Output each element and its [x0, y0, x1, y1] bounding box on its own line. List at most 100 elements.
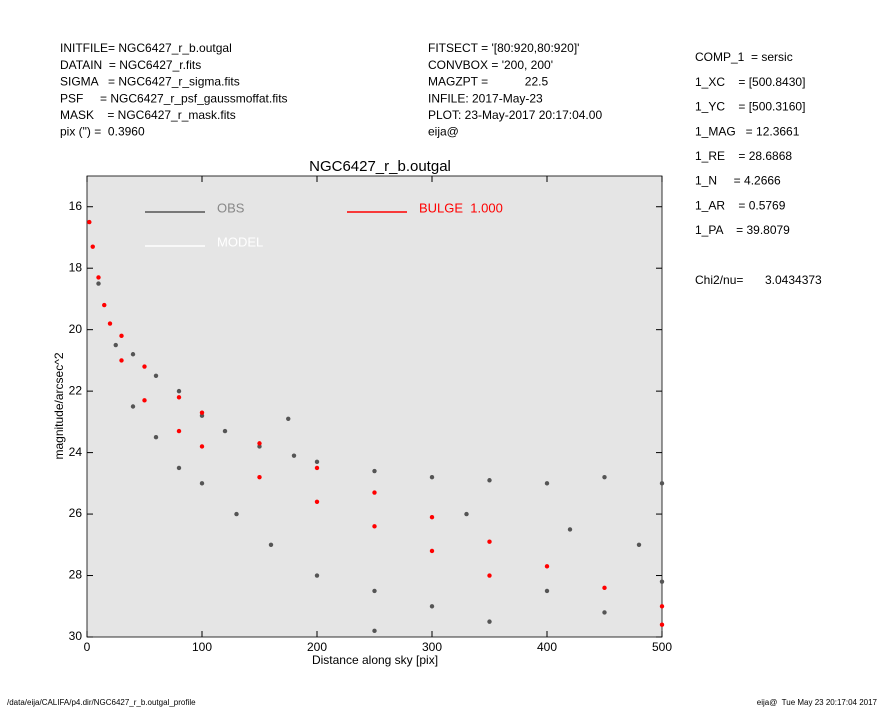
data-point [87, 219, 92, 225]
data-point [659, 579, 665, 584]
header-left-line: DATAIN = NGC6427_r.fits [60, 58, 201, 72]
data-point [372, 628, 377, 634]
data-point [113, 342, 118, 348]
data-point [544, 564, 550, 569]
data-point [107, 321, 113, 326]
data-point [268, 542, 274, 547]
data-point [199, 481, 205, 486]
data-point [199, 413, 205, 418]
data-point [119, 358, 124, 363]
header-middle-line: FITSECT = '[80:920,80:920]' [428, 41, 579, 55]
legend-label: MODEL [217, 234, 263, 249]
data-point [429, 548, 435, 554]
data-point [602, 474, 607, 480]
fit-parameter: 1_AR = 0.5769 [695, 198, 786, 212]
header-left-line: PSF = NGC6427_r_psf_gaussmoffat.fits [60, 91, 288, 105]
data-point [487, 619, 492, 624]
data-point [314, 573, 320, 578]
data-point [636, 542, 642, 547]
data-point [119, 333, 124, 339]
x-tick-label: 500 [652, 640, 672, 654]
data-point [176, 428, 182, 434]
data-point [372, 588, 377, 594]
data-point [487, 478, 492, 483]
data-point [567, 527, 573, 532]
data-point [659, 481, 665, 486]
y-tick-label: 26 [69, 506, 83, 520]
data-point [176, 388, 182, 394]
x-tick-label: 400 [537, 640, 557, 654]
x-axis-label: Distance along sky [pix] [312, 653, 438, 667]
data-point [487, 539, 492, 544]
data-point [96, 275, 101, 280]
header-left-line: SIGMA = NGC6427_r_sigma.fits [60, 75, 240, 89]
data-point [257, 474, 262, 480]
data-point [199, 410, 205, 415]
data-point [372, 490, 377, 495]
header-middle-line: eija@ [428, 125, 459, 139]
fit-parameter: COMP_1 = sersic [695, 50, 793, 64]
data-point [314, 465, 320, 471]
y-tick-label: 20 [69, 322, 83, 336]
data-point [222, 428, 228, 434]
data-point [544, 481, 550, 486]
fit-parameter: 1_RE = 28.6868 [695, 149, 792, 163]
plot-area [86, 175, 663, 638]
data-point [372, 468, 377, 474]
x-tick-label: 200 [307, 640, 327, 654]
data-point [153, 373, 159, 378]
header-left-line: pix (") = 0.3960 [60, 125, 145, 139]
y-tick-label: 18 [69, 260, 83, 274]
data-point [96, 281, 101, 286]
header-middle-line: PLOT: 23-May-2017 20:17:04.00 [428, 108, 602, 122]
footer-stamp: eija@ Tue May 23 20:17:04 2017 [757, 698, 878, 707]
data-point [153, 435, 159, 440]
data-point [102, 302, 107, 308]
fit-parameter: 1_PA = 39.8079 [695, 223, 790, 237]
data-point [90, 244, 95, 249]
data-point [142, 398, 147, 403]
data-point [176, 465, 182, 471]
data-point [257, 441, 262, 446]
data-point [142, 364, 147, 369]
data-point [429, 474, 435, 480]
chart-title: NGC6427_r_b.outgal [309, 158, 451, 175]
header-middle-line: INFILE: 2017-May-23 [428, 91, 543, 105]
chi2-label: Chi2/nu= [695, 273, 743, 287]
legend-label: BULGE 1.000 [419, 200, 503, 215]
x-tick-label: 100 [192, 640, 212, 654]
x-tick-label: 0 [84, 640, 91, 654]
header-left-line: INITFILE= NGC6427_r_b.outgal [60, 41, 232, 55]
footer-path: /data/eija/CALIFA/p4.dir/NGC6427_r_b.out… [7, 698, 196, 707]
data-point [234, 511, 239, 517]
fit-parameter: 1_MAG = 12.3661 [695, 124, 800, 138]
data-point [314, 499, 320, 504]
legend-label: OBS [217, 200, 245, 215]
data-point [464, 511, 469, 517]
data-point [130, 352, 136, 357]
data-point [602, 610, 607, 615]
y-tick-label: 22 [69, 383, 83, 397]
data-point [602, 585, 607, 591]
data-point [659, 604, 665, 609]
data-point [429, 514, 435, 520]
data-point [659, 622, 665, 627]
data-point [487, 573, 492, 578]
y-tick-label: 28 [69, 568, 83, 582]
data-point [544, 588, 550, 594]
data-point [257, 444, 262, 449]
header-left-line: MASK = NGC6427_r_mask.fits [60, 108, 236, 122]
y-tick-label: 24 [69, 445, 83, 459]
fit-parameter: 1_XC = [500.8430] [695, 75, 805, 89]
y-tick-label: 30 [69, 629, 83, 643]
data-point [130, 404, 136, 409]
data-point [314, 459, 320, 465]
x-tick-label: 300 [422, 640, 442, 654]
data-point [429, 604, 435, 609]
data-point [176, 395, 182, 400]
data-point [372, 524, 377, 529]
y-tick-label: 16 [69, 199, 83, 213]
header-middle-line: CONVBOX = '200, 200' [428, 58, 553, 72]
fit-parameter: 1_N = 4.2666 [695, 174, 781, 188]
